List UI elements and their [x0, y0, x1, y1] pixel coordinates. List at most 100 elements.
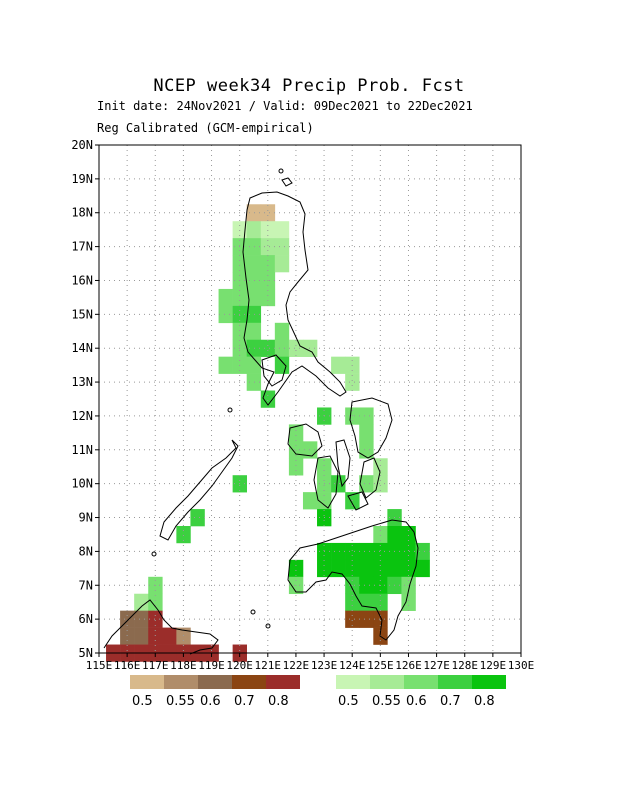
probability-cell	[134, 610, 149, 628]
ytick-label: 12N	[71, 409, 93, 423]
ytick-label: 7N	[79, 578, 93, 592]
xtick-label: 130E	[508, 659, 535, 672]
probability-cell	[345, 407, 360, 425]
small-island	[151, 551, 157, 557]
mindanao-coastline	[287, 519, 419, 641]
xtick-label: 125E	[367, 659, 394, 672]
dry-legend-label: 0.7	[234, 694, 255, 709]
map-gridlines	[99, 145, 521, 653]
probability-cell	[345, 373, 360, 391]
probability-cell	[359, 424, 374, 442]
probability-cell	[274, 356, 290, 374]
ytick-label: 20N	[71, 138, 93, 152]
probability-cell	[302, 492, 318, 510]
wet-legend-label: 0.6	[406, 694, 427, 709]
dry-legend-swatch	[266, 675, 300, 689]
probability-cell	[387, 526, 402, 544]
probability-cell	[246, 255, 262, 273]
xtick-label: 122E	[283, 659, 310, 672]
probability-cell	[359, 593, 374, 611]
probability-cell	[260, 221, 276, 239]
dry-legend-swatch	[232, 675, 266, 689]
panay-coastline	[287, 423, 323, 457]
probability-cell	[246, 204, 262, 222]
probability-cell	[359, 407, 374, 425]
latitude-ticks: 5N 6N 7N 8N 9N 10N 11N 12N 13N 14N 15N 16N 17N 18N 19N…	[71, 138, 99, 660]
map-frame	[98, 144, 522, 654]
probability-cell	[317, 559, 332, 578]
ytick-label: 6N	[79, 612, 93, 626]
dry-legend-label: 0.5	[132, 694, 153, 709]
probability-cell	[274, 339, 290, 357]
probability-cell	[176, 526, 191, 544]
probability-cell	[373, 458, 388, 476]
probability-cell	[162, 627, 177, 645]
small-island	[265, 623, 271, 629]
probability-cell	[387, 559, 402, 578]
ytick-label: 9N	[79, 511, 93, 525]
probability-cell	[345, 559, 360, 578]
probability-cell	[274, 221, 290, 239]
probability-cell	[345, 610, 360, 628]
coastline	[103, 168, 419, 655]
xtick-label: 116E	[114, 659, 141, 672]
probability-cell	[359, 559, 374, 578]
ytick-label: 14N	[71, 341, 93, 355]
probability-cell	[373, 610, 388, 628]
wet-legend-label: 0.8	[474, 694, 495, 709]
probability-cell	[260, 255, 276, 273]
ytick-label: 17N	[71, 240, 93, 254]
ytick-label: 11N	[71, 443, 93, 457]
xtick-label: 128E	[451, 659, 478, 672]
dry-legend-label: 0.8	[268, 694, 289, 709]
xtick-label: 118E	[170, 659, 197, 672]
wet-legend-swatch	[472, 675, 506, 689]
probability-cell	[134, 627, 149, 645]
probability-cell	[120, 627, 135, 645]
probability-cell	[359, 441, 374, 459]
luzon-coastline	[242, 191, 347, 406]
batanes-island	[278, 168, 284, 174]
xtick-label: 120E	[226, 659, 253, 672]
probability-cell	[345, 593, 360, 611]
ytick-label: 16N	[71, 273, 93, 287]
probability-cell	[359, 610, 374, 628]
dry-legend-label: 0.55	[166, 694, 195, 709]
probability-cell	[260, 238, 276, 256]
ytick-label: 5N	[79, 646, 93, 660]
bohol-coastline	[347, 491, 369, 511]
probability-cell	[359, 576, 374, 595]
xtick-label: 127E	[423, 659, 450, 672]
wet-legend-label: 0.7	[440, 694, 461, 709]
probability-cell	[148, 593, 163, 611]
probability-cell	[232, 322, 247, 341]
probability-cell	[359, 475, 374, 493]
probability-cell	[331, 475, 346, 493]
probability-cell	[232, 288, 247, 307]
probability-cell	[274, 255, 290, 273]
xtick-label: 119E	[198, 659, 225, 672]
probability-cell	[246, 339, 262, 357]
probability-cell	[274, 238, 290, 256]
probability-cell	[134, 593, 149, 611]
xtick-label: 115E	[86, 659, 113, 672]
probability-cell	[246, 322, 262, 341]
probability-cell	[120, 610, 135, 628]
probability-cell	[246, 373, 262, 391]
sulu-island	[250, 609, 256, 615]
wet-legend-label: 0.5	[338, 694, 359, 709]
negros-coastline	[313, 455, 339, 509]
xtick-label: 117E	[142, 659, 169, 672]
cebu-coastline	[335, 439, 351, 488]
longitude-ticks: 115E 116E 117E 118E 119E 120E 121E 122E 123E 124E…	[86, 653, 535, 672]
probability-cell	[246, 221, 262, 239]
samar-coastline	[349, 397, 393, 459]
ytick-label: 18N	[71, 206, 93, 220]
probability-cell	[288, 339, 304, 357]
xtick-label: 123E	[311, 659, 338, 672]
probability-cell	[288, 458, 304, 476]
probability-cell	[331, 559, 346, 578]
probability-cell	[401, 559, 416, 578]
probability-cell	[218, 356, 233, 374]
